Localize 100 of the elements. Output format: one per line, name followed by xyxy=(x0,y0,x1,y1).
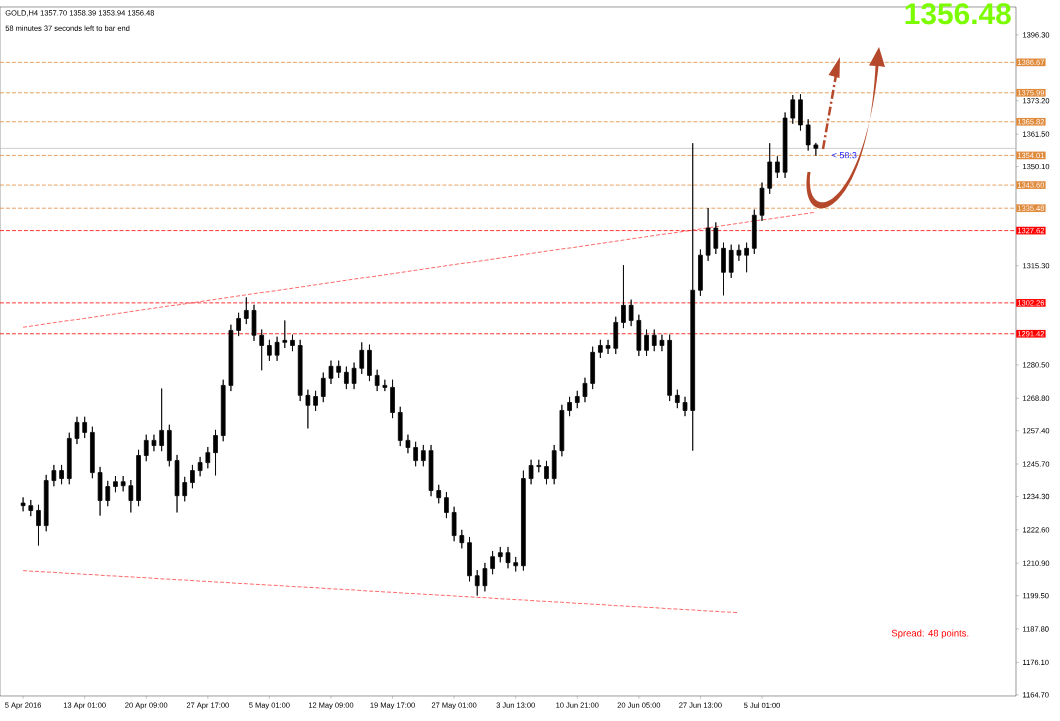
candlestick xyxy=(190,464,195,489)
candlestick xyxy=(621,264,626,329)
candlestick xyxy=(751,209,757,255)
candlestick xyxy=(667,334,672,402)
candlestick xyxy=(236,312,241,337)
candlestick xyxy=(36,504,41,546)
candlestick xyxy=(167,424,172,467)
candlestick xyxy=(582,377,588,403)
candlestick xyxy=(459,529,465,549)
candlestick xyxy=(628,299,634,327)
candlestick xyxy=(351,362,357,390)
candlestick xyxy=(775,155,780,179)
candlestick xyxy=(567,396,572,417)
candlestick xyxy=(736,244,742,262)
candlestick xyxy=(682,396,688,417)
candlestick xyxy=(151,434,157,452)
candlestick xyxy=(728,244,734,279)
candlestick xyxy=(613,316,619,355)
candlestick xyxy=(174,454,180,513)
candlestick xyxy=(675,389,680,409)
candlestick xyxy=(397,406,403,447)
candlestick xyxy=(182,476,188,502)
candlestick xyxy=(790,94,796,125)
candlestick xyxy=(497,546,503,563)
candlestick xyxy=(705,207,711,262)
candlestick xyxy=(805,118,811,151)
candlestick xyxy=(28,499,34,517)
candlestick xyxy=(367,344,372,382)
candlestick xyxy=(274,336,280,362)
candlestick xyxy=(590,346,595,390)
candlestick xyxy=(328,360,334,385)
candlestick xyxy=(297,339,303,402)
candlestick xyxy=(159,388,164,452)
candlestick xyxy=(105,480,111,507)
candlestick xyxy=(113,475,118,493)
candlestick xyxy=(436,484,442,504)
candlestick xyxy=(382,379,388,392)
candlestick xyxy=(482,562,488,592)
candlestick xyxy=(444,491,449,519)
candlestick xyxy=(267,339,272,362)
candlestick xyxy=(605,339,611,355)
candlestick xyxy=(66,432,72,485)
candlestick xyxy=(120,475,126,492)
candlestick xyxy=(282,320,288,349)
candlestick xyxy=(644,329,649,357)
candlestick xyxy=(474,569,480,597)
candlestick xyxy=(536,459,542,473)
candlestick xyxy=(359,341,365,375)
candlestick xyxy=(82,416,87,439)
candlestick xyxy=(59,464,64,485)
candlestick xyxy=(698,249,703,297)
candlestick xyxy=(428,444,434,497)
candlestick xyxy=(598,339,603,359)
candlestick xyxy=(143,434,149,462)
candlestick xyxy=(782,112,788,179)
candlestick xyxy=(205,446,211,469)
candlestick xyxy=(259,329,265,371)
candlestick xyxy=(651,329,657,352)
text: 1356.48 xyxy=(905,3,1011,25)
candlestick xyxy=(20,496,26,512)
candlestick xyxy=(413,441,418,467)
candlestick xyxy=(405,434,411,454)
candlestick xyxy=(228,324,234,392)
candlestick xyxy=(721,242,726,296)
candlestick xyxy=(551,444,557,485)
candlestick xyxy=(97,466,103,517)
candlestick xyxy=(128,479,134,513)
candlestick xyxy=(767,142,773,195)
candlestick xyxy=(197,456,203,477)
candlestick xyxy=(74,416,80,445)
candlestick xyxy=(544,460,549,485)
candlestick xyxy=(659,334,665,352)
candlestick xyxy=(51,464,57,487)
candlestick xyxy=(220,379,226,442)
candlestick xyxy=(90,426,95,479)
candlestick xyxy=(690,142,696,452)
candlestick xyxy=(344,366,349,390)
candlestick xyxy=(374,369,380,392)
candlestick xyxy=(574,390,580,409)
candlestick xyxy=(136,449,141,507)
text: Spread: 48 points. xyxy=(891,629,969,639)
candlestick xyxy=(336,360,341,379)
candlestick xyxy=(521,470,526,571)
candlestick xyxy=(390,379,395,419)
candlestick xyxy=(305,389,311,429)
candlestick xyxy=(43,474,49,532)
candlestick xyxy=(490,550,495,575)
candlestick xyxy=(320,372,326,403)
annotation: < 58:3 xyxy=(832,151,857,159)
candlestick xyxy=(313,390,318,412)
candlestick xyxy=(290,334,295,352)
candlestick xyxy=(421,444,426,467)
candlestick xyxy=(213,429,218,476)
candlestick xyxy=(243,296,249,325)
candlestick xyxy=(813,142,819,157)
candlestick xyxy=(559,404,565,457)
candlestick xyxy=(759,182,765,222)
candlestick xyxy=(636,314,642,357)
candlestick xyxy=(798,93,803,132)
candlestick xyxy=(505,546,511,569)
